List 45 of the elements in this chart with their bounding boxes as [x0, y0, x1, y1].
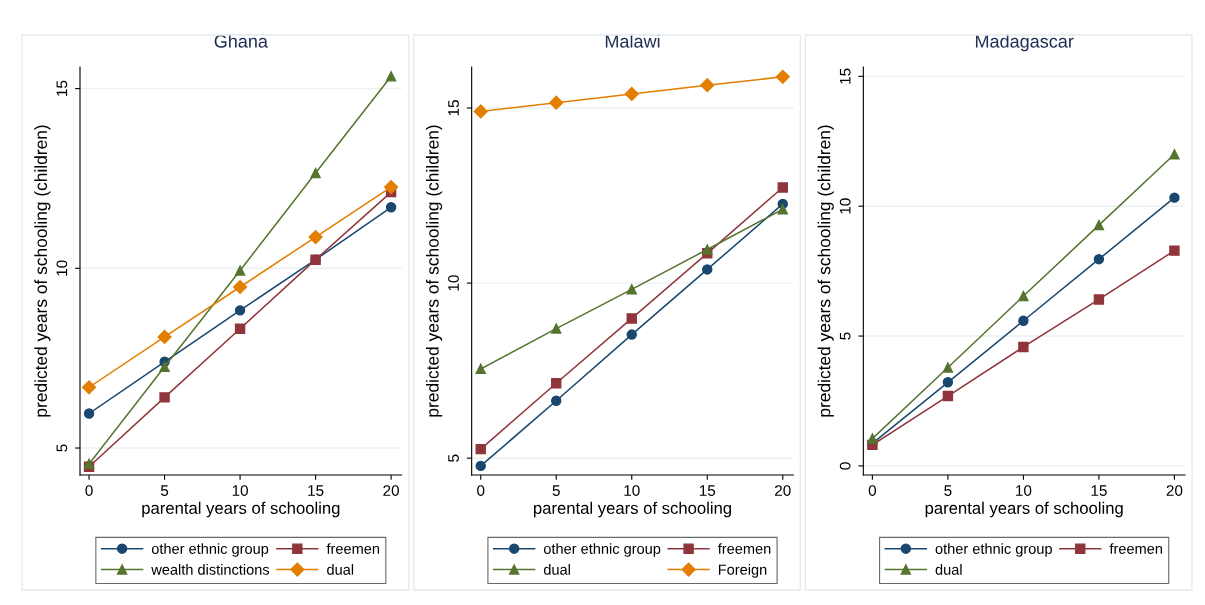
- x-tick-label: 0: [85, 485, 93, 496]
- x-tick-label: 5: [160, 485, 169, 496]
- legend-label: other ethnic group: [151, 543, 269, 557]
- x-tick-label: 5: [552, 485, 560, 496]
- legend-label: other ethnic group: [543, 543, 661, 557]
- y-tick-label: 5: [448, 454, 459, 462]
- y-tick-label: 5: [839, 332, 851, 340]
- legend-label: dual: [543, 564, 570, 575]
- x-tick-label: 5: [944, 485, 952, 496]
- chart-title: Malawi: [605, 34, 660, 48]
- x-tick-label: 10: [232, 485, 248, 496]
- chart-title: Madagascar: [975, 34, 1074, 52]
- legend-label: Foreign: [718, 564, 767, 578]
- x-axis-title: parental years of schooling: [925, 501, 1123, 518]
- y-axis-title: predicted years of schooling (children): [425, 125, 443, 417]
- y-tick-label: 5: [56, 444, 68, 452]
- chart-title: Ghana: [214, 34, 268, 48]
- x-tick-label: 0: [868, 485, 877, 496]
- x-tick-label: 0: [477, 485, 485, 496]
- x-axis-title: parental years of schooling: [142, 501, 340, 518]
- y-tick-label: 10: [839, 198, 851, 214]
- x-tick-label: 15: [1091, 485, 1107, 496]
- legend-label: freemen: [717, 543, 771, 554]
- y-tick-label: 10: [448, 275, 459, 291]
- legend-label: freemen: [326, 543, 380, 554]
- x-tick-label: 10: [1016, 485, 1032, 496]
- x-tick-label: 15: [699, 485, 716, 496]
- y-tick-label: 0: [839, 462, 851, 470]
- legend-label: dual: [935, 564, 962, 575]
- x-tick-label: 20: [1166, 485, 1183, 496]
- y-tick-label: 15: [56, 80, 68, 96]
- legend-label: freemen: [1109, 543, 1162, 554]
- legend-label: dual: [327, 564, 354, 575]
- y-tick-label: 10: [56, 260, 68, 276]
- x-tick-label: 10: [624, 485, 640, 496]
- x-tick-label: 20: [775, 485, 791, 496]
- x-axis-title: parental years of schooling: [533, 501, 732, 518]
- legend-label: wealth distinctions: [151, 564, 270, 575]
- y-tick-label: 15: [448, 100, 459, 116]
- y-axis-title: predicted years of schooling (children): [817, 125, 834, 417]
- y-tick-label: 15: [839, 68, 851, 84]
- x-tick-label: 15: [308, 485, 324, 496]
- legend-label: other ethnic group: [935, 543, 1052, 557]
- y-axis-title: predicted years of schooling (children): [34, 125, 51, 417]
- x-tick-label: 20: [383, 485, 399, 496]
